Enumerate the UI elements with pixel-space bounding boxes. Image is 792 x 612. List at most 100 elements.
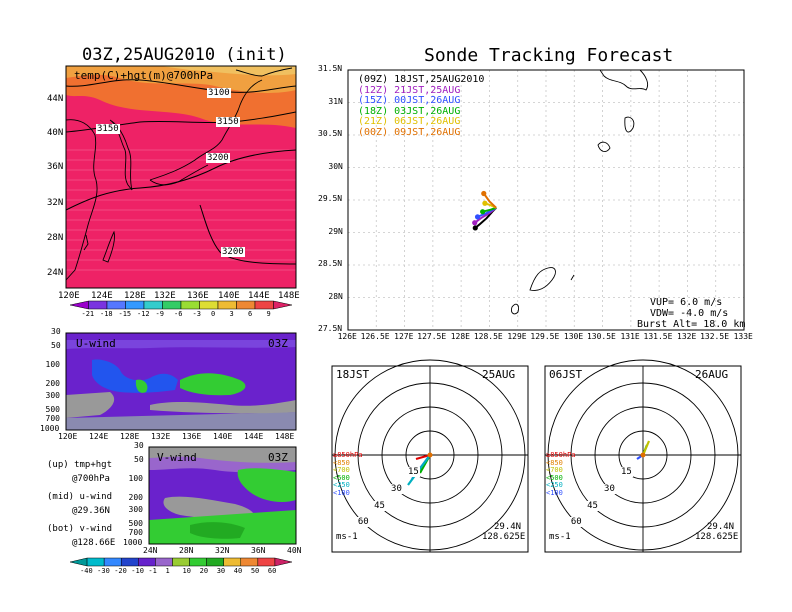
ring-label: 60 [356,517,370,528]
temp-map-coastlines [65,67,293,281]
track-line [482,206,497,213]
vwind-gray-top [149,447,296,463]
vwind-plot [148,446,297,545]
vwind-time: 03Z [268,451,288,464]
main-lat-tick: 28.5N [318,259,343,268]
hodograph-time: 18JST [336,368,370,381]
legend-line: (up) tmp+hgt [47,460,113,470]
uwind-x-tick: 136E [182,432,202,441]
legend-line: @700hPa [72,474,110,484]
main-lon-tick: 129E [507,332,527,341]
uwind-blue-core [92,359,178,393]
lon-tick: 124E [91,291,113,301]
param-burst: Burst Alt= 18.0 km [637,319,746,330]
hodograph-legend-item: <700 [546,466,563,474]
colorbar-swatch [172,557,190,567]
colorbar-swatch [155,557,173,567]
hodograph-legend-item: <100 [546,488,563,497]
hodograph-legend-item: <250 [333,481,350,489]
main-legend-item: (12Z) 21JST,25AUG [358,84,461,96]
colorbar-label: 60 [267,567,277,575]
colorbar-label: 50 [250,567,260,575]
main-lat-tick: 29N [328,226,343,236]
colorbar-label: -40 [80,567,93,575]
hodograph-legend-item: <500 [546,473,563,482]
colorbar-swatch [88,300,108,310]
contour-label: 3150 [96,124,120,134]
legend-line: @29.36N [72,506,110,516]
colorbar-swatch [69,300,89,310]
uwind-upper-band [66,340,296,349]
lon-tick: 144E [248,291,270,301]
colorbar-swatch [240,557,259,567]
main-lat-tick: 30N [328,161,343,171]
colorbar-swatch [180,300,200,310]
colorbar-swatch [206,557,224,567]
colorbar-swatch [189,557,207,567]
vwind-x-tick: 24N [143,546,158,555]
wind-vector [641,440,651,456]
lon-tick: 120E [58,291,80,301]
hodograph-lon: 128.625E [482,532,526,542]
colorbar-label: 1 [165,567,170,575]
uwind-y-tick: 100 [45,360,60,370]
ring-label: 60 [569,517,583,528]
main-legend-item: (18Z) 03JST,26AUG [358,105,461,117]
colorbar-swatch [236,300,256,310]
legend-line: @128.66E [72,538,116,548]
hodograph-legend-item: ≥850hPa [333,451,363,459]
colorbar-label: -18 [100,310,113,318]
lat-tick: 28N [47,233,64,243]
hodograph-lat: 29.4N [494,522,522,532]
vwind-y-tick: 100 [128,474,143,484]
colorbar-label: -12 [137,310,150,318]
uwind-x-tick: 144E [244,432,264,441]
colorbar-label: -9 [155,310,164,318]
lon-tick: 148E [278,291,300,301]
temp-map-hatch [66,149,296,271]
colorbar-label: -21 [81,310,95,318]
main-lon-tick: 132E [677,332,697,341]
landing-point [482,200,488,206]
hodograph-unit: ms-1 [336,532,358,542]
landing-point [480,209,486,215]
colorbar-swatch [120,557,139,567]
temp-map [65,65,297,289]
main-legend-item: (21Z) 06JST,26AUG [358,116,461,127]
vwind-y-tick: 300 [128,504,143,514]
contour-label: 3200 [206,153,230,163]
uwind-y-tick: 700 [45,414,60,424]
main-legend-item: (00Z) 09JST,26AUG [358,126,461,138]
colorbar-swatch [125,300,145,310]
main-lat-tick: 31.5N [318,64,343,73]
colorbar-swatch [257,557,276,567]
main-lon-tick: 126E [337,332,357,341]
main-lon-tick: 126.5E [360,332,390,341]
lat-tick: 40N [47,128,64,138]
ring-label: 15 [407,466,420,477]
main-lat-tick: 29.5N [318,194,343,203]
main-lon-tick: 131.5E [643,332,673,341]
ring-label: 30 [603,483,616,494]
uwind-lower-band [66,412,296,430]
main-lon-tick: 133E [733,332,753,341]
lon-tick: 128E [124,291,146,301]
uwind-y-tick: 1000 [40,424,60,433]
uwind-gray-mid [150,400,296,414]
landing-point [472,220,478,226]
colorbar-swatch [106,300,126,310]
contour-label: 3100 [207,88,231,98]
main-lat-tick: 31N [328,96,343,106]
main-lon-tick: 131E [620,332,640,341]
colorbar-swatch [274,557,293,567]
uwind-label: U-wind [76,337,116,350]
vwind-x-tick: 32N [215,546,230,555]
main-lon-tick: 128E [450,332,470,341]
main-lat-tick: 27.5N [318,324,343,333]
landing-point [474,214,481,220]
vwind-x-tick: 40N [287,546,302,555]
colorbar-swatch [162,300,182,310]
sonde-tracks [472,190,497,231]
lat-tick: 36N [47,162,64,172]
uwind-y-tick: 200 [45,379,60,389]
